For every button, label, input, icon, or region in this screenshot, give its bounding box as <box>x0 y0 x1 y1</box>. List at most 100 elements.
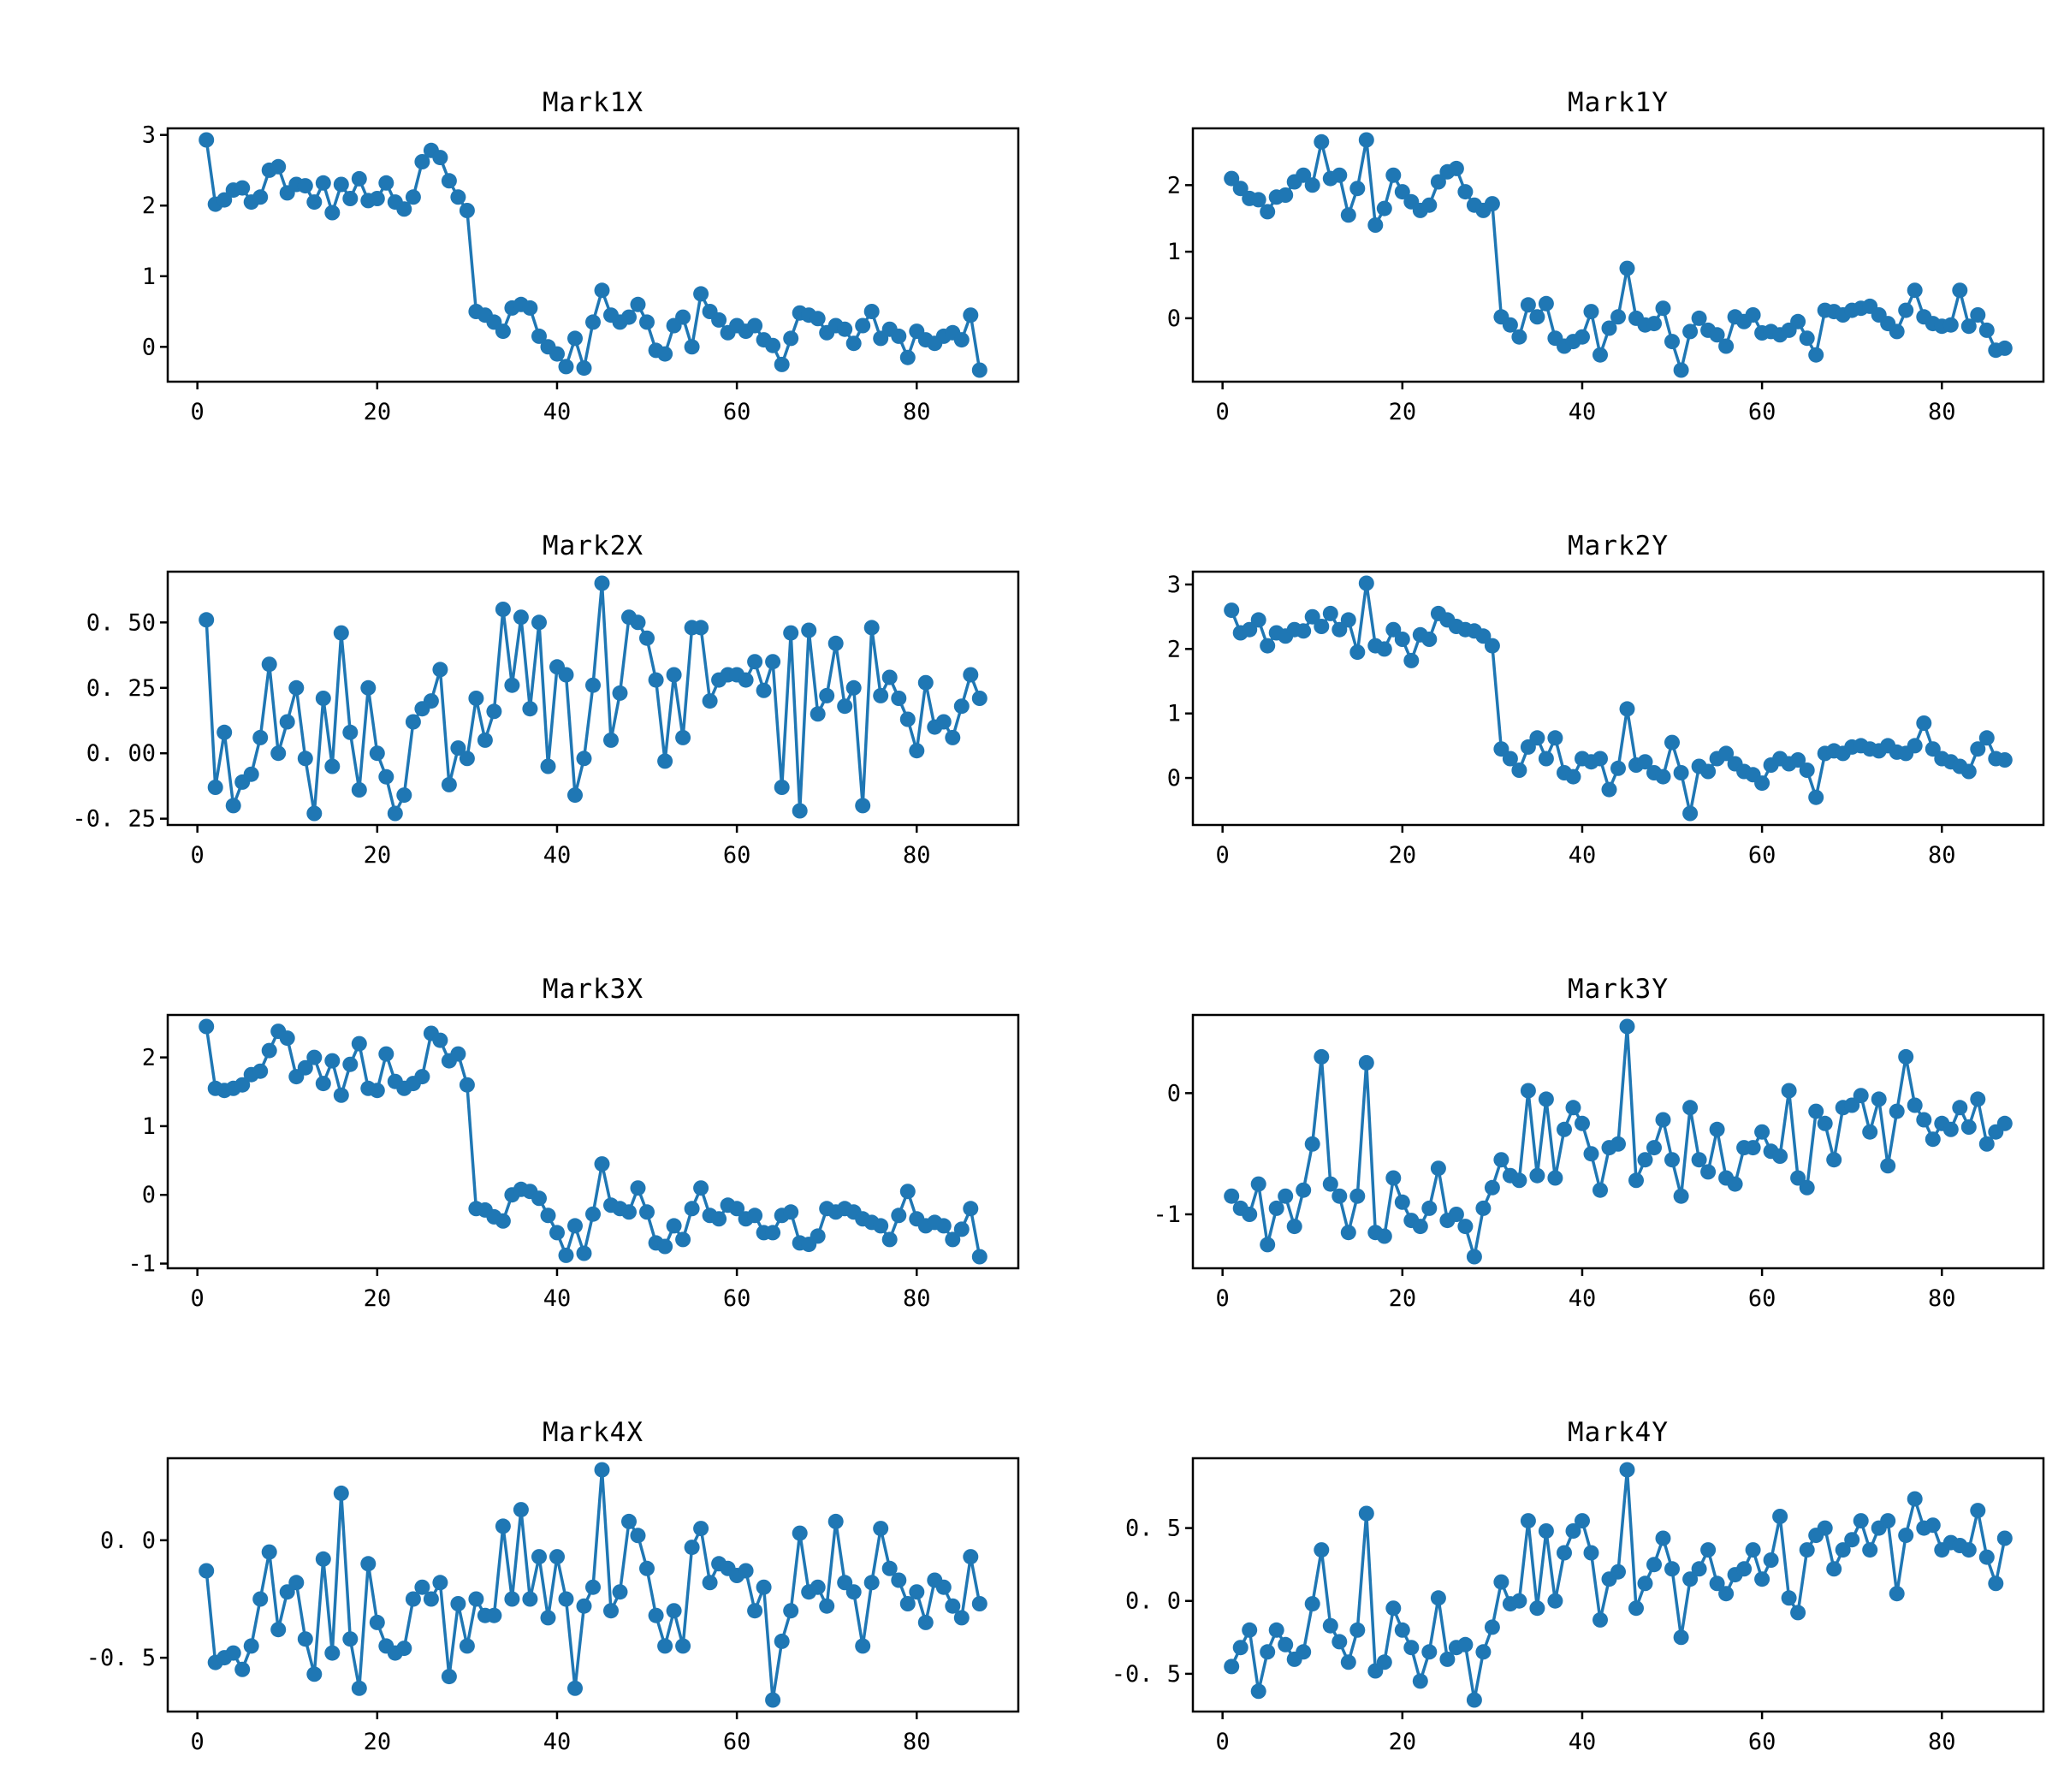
data-point-marker <box>1628 1172 1644 1189</box>
data-point-marker <box>1655 768 1671 785</box>
data-point-marker <box>1358 575 1374 591</box>
data-point-marker <box>810 1228 826 1244</box>
data-point-marker <box>891 328 907 344</box>
data-point-marker <box>1260 1644 1276 1660</box>
data-point-marker <box>261 1042 277 1059</box>
data-point-marker <box>657 1638 673 1654</box>
data-point-marker <box>450 189 466 205</box>
data-point-marker <box>1898 1528 1914 1544</box>
plot-area <box>166 1013 1020 1270</box>
plot-svg: 0. 0 -0. 5 0 20 40 60 80 <box>86 1457 1020 1755</box>
data-point-marker <box>1637 754 1653 770</box>
data-point-marker <box>540 758 556 774</box>
data-point-marker <box>1385 1600 1402 1617</box>
data-point-marker <box>765 1692 781 1708</box>
data-point-marker <box>1376 200 1392 217</box>
data-point-marker <box>1880 1158 1896 1174</box>
data-point-marker <box>774 356 790 372</box>
data-point-marker <box>243 766 259 782</box>
data-point-marker <box>1304 1136 1320 1152</box>
data-point-marker <box>909 743 925 759</box>
data-point-marker <box>765 1225 781 1241</box>
data-point-marker <box>1996 1530 2013 1546</box>
plot-svg: -1 0 0 20 40 60 80 <box>1153 1013 2045 1312</box>
data-point-marker <box>1772 1509 1788 1524</box>
data-point-marker <box>863 620 880 636</box>
y-tick-label: 0. 00 <box>86 740 156 767</box>
plot-area <box>166 1457 1020 1713</box>
data-point-marker <box>1907 282 1923 299</box>
data-point-marker <box>1538 1091 1554 1107</box>
data-point-marker <box>1358 1054 1374 1071</box>
data-point-marker <box>953 698 970 715</box>
data-point-marker <box>1278 187 1294 203</box>
x-tick-label: 0 <box>1216 1285 1230 1312</box>
data-point-marker <box>1493 1574 1509 1590</box>
data-point-marker <box>945 729 961 745</box>
data-point-marker <box>783 1603 799 1619</box>
data-point-marker <box>945 1231 961 1248</box>
data-point-marker <box>1960 1119 1977 1135</box>
y-tick-label: 0. 5 <box>1125 1516 1181 1542</box>
data-point-marker <box>1421 1644 1438 1660</box>
data-point-marker <box>837 321 853 337</box>
data-point-marker <box>333 176 349 193</box>
data-point-marker <box>1403 1640 1420 1656</box>
data-point-marker <box>819 687 835 703</box>
data-point-marker <box>1314 1048 1330 1065</box>
data-point-marker <box>1682 1100 1699 1116</box>
data-point-marker <box>612 685 628 701</box>
data-point-marker <box>1457 1219 1474 1235</box>
data-point-marker <box>1978 1549 1995 1565</box>
data-point-marker <box>513 609 529 626</box>
data-point-marker <box>261 656 277 673</box>
data-point-marker <box>1610 309 1626 325</box>
data-point-marker <box>459 751 475 767</box>
data-point-marker <box>1817 1115 1833 1131</box>
y-tick-label: 1 <box>142 264 156 290</box>
data-point-marker <box>351 1680 367 1696</box>
data-point-marker <box>1601 320 1617 336</box>
x-tick-label: 0 <box>191 399 205 425</box>
data-point-marker <box>1493 1152 1509 1168</box>
data-point-marker <box>1304 1596 1320 1612</box>
data-point-marker <box>953 1610 970 1626</box>
data-point-marker <box>1547 730 1563 746</box>
data-point-marker <box>1871 1091 1887 1107</box>
data-point-marker <box>1745 307 1761 323</box>
data-point-marker <box>378 175 394 191</box>
data-point-marker <box>495 1518 511 1534</box>
data-point-marker <box>1538 295 1554 312</box>
data-point-marker <box>774 780 790 795</box>
data-point-marker <box>1332 1188 1348 1204</box>
plot-area <box>1191 570 2045 827</box>
data-point-marker <box>1565 1523 1581 1539</box>
data-point-marker <box>1250 1683 1266 1700</box>
data-point-marker <box>891 1572 907 1588</box>
data-point-marker <box>1862 1542 1878 1558</box>
data-point-marker <box>576 1245 592 1261</box>
data-point-marker <box>1511 329 1527 345</box>
data-point-marker <box>1349 644 1366 661</box>
data-point-marker <box>1340 1654 1356 1670</box>
data-point-marker <box>1628 1600 1644 1617</box>
data-point-marker <box>657 346 673 362</box>
data-point-marker <box>917 1614 934 1630</box>
data-point-marker <box>1296 1182 1312 1198</box>
data-point-marker <box>963 1201 979 1217</box>
x-tick-label: 40 <box>1569 1285 1597 1312</box>
data-point-marker <box>1457 1636 1474 1653</box>
data-point-marker <box>414 1579 430 1595</box>
data-point-marker <box>405 1591 421 1607</box>
data-point-marker <box>306 1666 323 1682</box>
data-point-marker <box>1835 1542 1851 1558</box>
x-tick-label: 80 <box>903 842 931 869</box>
data-point-marker <box>1889 1103 1905 1119</box>
data-point-marker <box>315 175 331 191</box>
data-point-marker <box>585 1579 601 1595</box>
data-point-marker <box>1260 1237 1276 1253</box>
data-point-marker <box>603 1603 619 1619</box>
data-point-marker <box>549 1549 565 1565</box>
